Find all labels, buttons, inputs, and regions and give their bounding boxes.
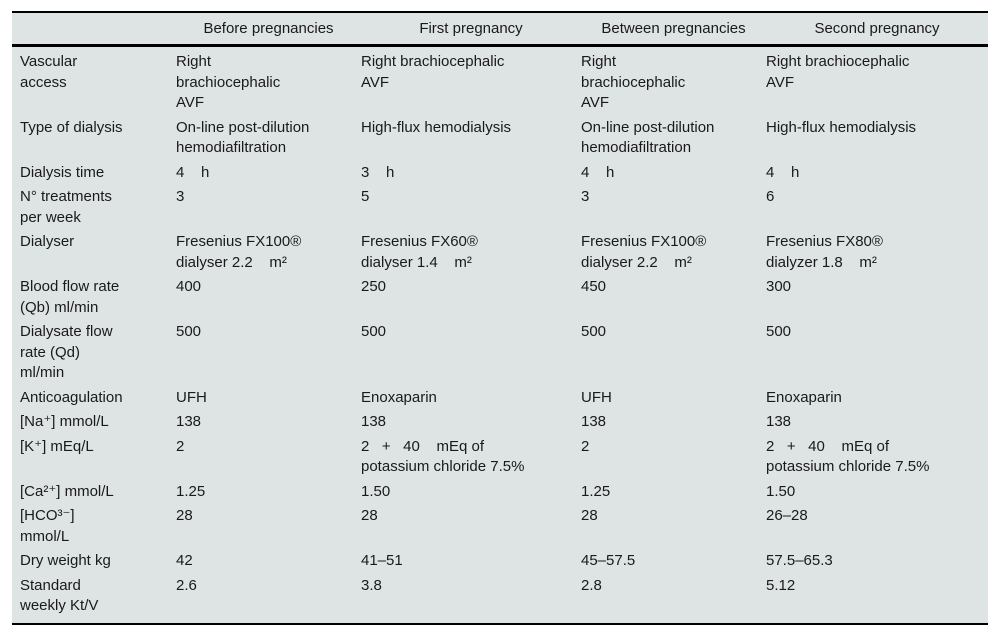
table-cell: 138: [361, 413, 387, 430]
table-cell: 2 + 40 mEq of potassium chloride 7.5%: [766, 437, 930, 476]
table-cell: High-flux hemodialysis: [766, 118, 917, 136]
table-row-treatments-per-week: N° treatments per week 3 5 3 6: [12, 185, 988, 230]
table-row-dry-weight: Dry weight kg 42 41–51 45–57.5 57.5–65.3: [12, 549, 988, 574]
row-label: Dry weight kg: [20, 552, 111, 569]
table-cell: 4 h: [581, 163, 615, 181]
table-cell: 500: [176, 323, 202, 340]
table-cell: 57.5–65.3: [766, 552, 833, 569]
table-cell: 1.50: [361, 482, 391, 500]
table-cell: 2.8: [581, 576, 602, 594]
table-cell: On-line post-dilution hemodiafiltration: [176, 118, 310, 157]
table-cell: 500: [581, 323, 607, 340]
table-cell: 1.25: [581, 482, 611, 500]
row-label: Dialysis time: [20, 163, 105, 181]
table-row-sodium: [Na⁺] mmol/L 138 138 138 138: [12, 410, 988, 435]
table-cell: 2.6: [176, 576, 197, 594]
column-header-between-pregnancies: Between pregnancies: [581, 12, 766, 47]
table-row-calcium: [Ca²⁺] mmol/L 1.25 1.50 1.25 1.50: [12, 480, 988, 505]
table-cell: 2 + 40 mEq of potassium chloride 7.5%: [361, 437, 525, 476]
table-cell: 138: [766, 413, 792, 430]
column-header-before-pregnancies: Before pregnancies: [176, 12, 361, 47]
column-header-empty: [12, 12, 176, 47]
table-cell: 45–57.5: [581, 552, 636, 569]
table-row-standard-weekly-ktv: Standard weekly Kt/V 2.6 3.8 2.8 5.12: [12, 574, 988, 624]
table-cell: 41–51: [361, 552, 403, 569]
row-label: Dialysate flow rate (Qd) ml/min: [20, 323, 113, 381]
table-cell: 4 h: [176, 163, 210, 181]
header-row: Before pregnancies First pregnancy Betwe…: [12, 12, 988, 47]
table-cell: 26–28: [766, 507, 808, 524]
table-cell: Fresenius FX100® dialyser 2.2 m²: [176, 233, 302, 271]
table-row-type-of-dialysis: Type of dialysis On-line post-dilution h…: [12, 116, 988, 161]
table-cell: 3.8: [361, 576, 382, 594]
table-row-potassium: [K⁺] mEq/L 2 2 + 40 mEq of potassium chl…: [12, 435, 988, 480]
table-cell: 28: [581, 507, 598, 524]
table-cell: 1.50: [766, 482, 796, 500]
table-cell: 2: [176, 437, 185, 455]
table-cell: Right brachiocephalic AVF: [361, 53, 505, 91]
row-label: Vascular access: [20, 53, 78, 91]
table-cell: On-line post-dilution hemodiafiltration: [581, 118, 715, 157]
row-label: Standard weekly Kt/V: [20, 576, 99, 615]
dialysis-parameters-table: Before pregnancies First pregnancy Betwe…: [12, 11, 988, 625]
table-cell: Enoxaparin: [766, 388, 842, 406]
table-cell: 3 h: [361, 163, 395, 181]
table-cell: Right brachiocephalic AVF: [176, 53, 281, 111]
table-cell: High-flux hemodialysis: [361, 118, 512, 136]
table-cell: Right brachiocephalic AVF: [766, 53, 910, 91]
table-row-vascular-access: Vascular access Right brachiocephalic AV…: [12, 46, 988, 116]
table-cell: Fresenius FX60® dialyser 1.4 m²: [361, 233, 478, 271]
row-label: [HCO³⁻] mmol/L: [20, 507, 75, 545]
table-row-bicarbonate: [HCO³⁻] mmol/L 28 28 28 26–28: [12, 504, 988, 549]
column-header-second-pregnancy: Second pregnancy: [766, 12, 988, 47]
row-label: [K⁺] mEq/L: [20, 437, 94, 455]
table-cell: 400: [176, 278, 202, 295]
table-cell: 6: [766, 188, 775, 205]
table-cell: 138: [581, 413, 607, 430]
table-cell: 3: [581, 188, 590, 205]
column-header-first-pregnancy: First pregnancy: [361, 12, 581, 47]
table-cell: UFH: [581, 388, 612, 406]
table-cell: UFH: [176, 388, 207, 406]
table-cell: 450: [581, 278, 607, 295]
table-cell: 138: [176, 413, 202, 430]
table-cell: 5.12: [766, 576, 796, 594]
row-label: [Ca²⁺] mmol/L: [20, 482, 114, 500]
row-label: Type of dialysis: [20, 118, 123, 136]
table-row-dialyser: Dialyser Fresenius FX100® dialyser 2.2 m…: [12, 230, 988, 275]
table-cell: 1.25: [176, 482, 206, 500]
table-cell: 500: [361, 323, 387, 340]
table-cell: Enoxaparin: [361, 388, 437, 406]
table-cell: Right brachiocephalic AVF: [581, 53, 686, 111]
table-row-anticoagulation: Anticoagulation UFH Enoxaparin UFH Enoxa…: [12, 386, 988, 411]
table-row-dialysis-time: Dialysis time 4 h 3 h 4 h 4 h: [12, 161, 988, 186]
table-cell: Fresenius FX80® dialyzer 1.8 m²: [766, 233, 883, 271]
table-row-dialysate-flow-rate: Dialysate flow rate (Qd) ml/min 500 500 …: [12, 320, 988, 386]
row-label: Anticoagulation: [20, 388, 123, 406]
table-cell: 500: [766, 323, 792, 340]
table-cell: 28: [361, 507, 378, 524]
row-label: [Na⁺] mmol/L: [20, 413, 109, 430]
table-cell: 5: [361, 188, 370, 205]
table-cell: Fresenius FX100® dialyser 2.2 m²: [581, 233, 707, 271]
table-cell: 4 h: [766, 163, 800, 181]
table-cell: 250: [361, 278, 387, 295]
table-cell: 2: [581, 437, 590, 455]
table-cell: 300: [766, 278, 792, 295]
row-label: Blood flow rate (Qb) ml/min: [20, 278, 120, 316]
table-row-blood-flow-rate: Blood flow rate (Qb) ml/min 400 250 450 …: [12, 275, 988, 320]
table-cell: 3: [176, 188, 185, 205]
table-cell: 28: [176, 507, 193, 524]
table-cell: 42: [176, 552, 193, 569]
row-label: Dialyser: [20, 233, 75, 250]
row-label: N° treatments per week: [20, 188, 112, 226]
